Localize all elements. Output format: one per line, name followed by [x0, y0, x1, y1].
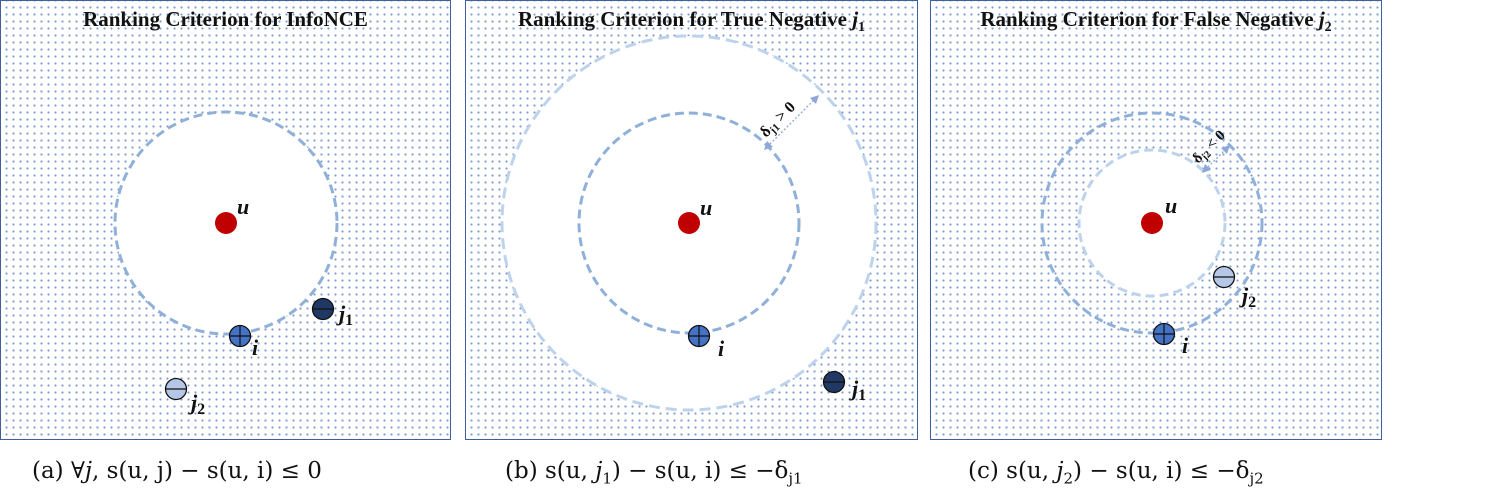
caption-sub: 1 [602, 469, 612, 488]
arrowhead-icon [1221, 145, 1230, 154]
user-label: u [237, 194, 249, 219]
margin-arrow [1204, 148, 1227, 171]
caption-middle: ) − s(u, i) ≤ −δ [611, 458, 789, 484]
true-negative-icon [822, 370, 846, 394]
positive-item-label: i [718, 336, 725, 361]
caption-a: (a) ∀j, s(u, j) − s(u, i) ≤ 0 [32, 458, 322, 484]
caption-var: j [84, 458, 92, 484]
caption-delta-sub: j2 [1249, 469, 1264, 488]
user-point [1141, 212, 1163, 234]
caption-rest: , s(u, j) − s(u, i) ≤ 0 [92, 458, 322, 484]
false-negative-icon [164, 377, 188, 401]
caption-prefix: (c) s(u, [968, 458, 1057, 484]
caption-var: j [1056, 458, 1064, 484]
positive-item-icon [228, 324, 252, 348]
caption-prefix: (a) ∀ [32, 458, 85, 484]
title-text: Ranking Criterion for False Negative [980, 7, 1319, 31]
true-negative-label: j1 [849, 376, 866, 404]
title-sub: 2 [1324, 20, 1332, 36]
diagram-c: δj2 < 0 u j2 i [1040, 111, 1264, 358]
title-text: Ranking Criterion for InfoNCE [83, 7, 368, 31]
diagram-a: u i j1 j2 [113, 110, 353, 418]
panel-title-a: Ranking Criterion for InfoNCE [1, 7, 450, 32]
positive-item-icon [687, 324, 711, 348]
ranking-boundary-circle [1040, 111, 1264, 335]
arrowhead-icon [1202, 164, 1211, 173]
false-negative-icon [1212, 265, 1236, 289]
positive-item-label: i [1182, 333, 1189, 358]
title-text: Ranking Criterion for True Negative [517, 7, 853, 31]
title-var: j [852, 7, 859, 31]
caption-c: (c) s(u, j2) − s(u, i) ≤ −δj2 [968, 458, 1264, 488]
arrowhead-icon [810, 95, 819, 104]
caption-var: j [595, 458, 603, 484]
false-negative-label: j2 [188, 390, 205, 418]
panel-title-b: Ranking Criterion for True Negative j1 [466, 7, 917, 36]
margin-arrow [766, 98, 816, 148]
title-sub: 1 [858, 20, 866, 36]
user-label: u [1165, 193, 1177, 218]
true-negative-icon [311, 297, 335, 321]
panel-infonce: Ranking Criterion for InfoNCE u i j1 j2 [0, 0, 451, 440]
panel-false-negative: Ranking Criterion for False Negative j2 … [930, 0, 1382, 440]
caption-prefix: (b) s(u, [505, 458, 596, 484]
panel-true-negative: Ranking Criterion for True Negative j1 δ… [465, 0, 918, 440]
caption-b: (b) s(u, j1) − s(u, i) ≤ −δj1 [505, 458, 803, 488]
caption-sub: 2 [1063, 469, 1074, 488]
false-negative-label: j2 [1239, 283, 1256, 311]
positive-item-icon [1152, 322, 1176, 346]
diagram-b: δj1 > 0 u i j1 [500, 34, 878, 412]
caption-middle: ) − s(u, i) ≤ −δ [1073, 458, 1250, 484]
panel-title-c: Ranking Criterion for False Negative j2 [931, 7, 1381, 36]
positive-item-label: i [252, 335, 259, 360]
title-var: j [1318, 7, 1325, 31]
arrowhead-icon [764, 141, 773, 150]
user-point [678, 212, 700, 234]
true-negative-label: j1 [336, 301, 353, 329]
user-label: u [700, 195, 712, 220]
caption-delta-sub: j1 [788, 469, 803, 488]
user-point [215, 212, 237, 234]
